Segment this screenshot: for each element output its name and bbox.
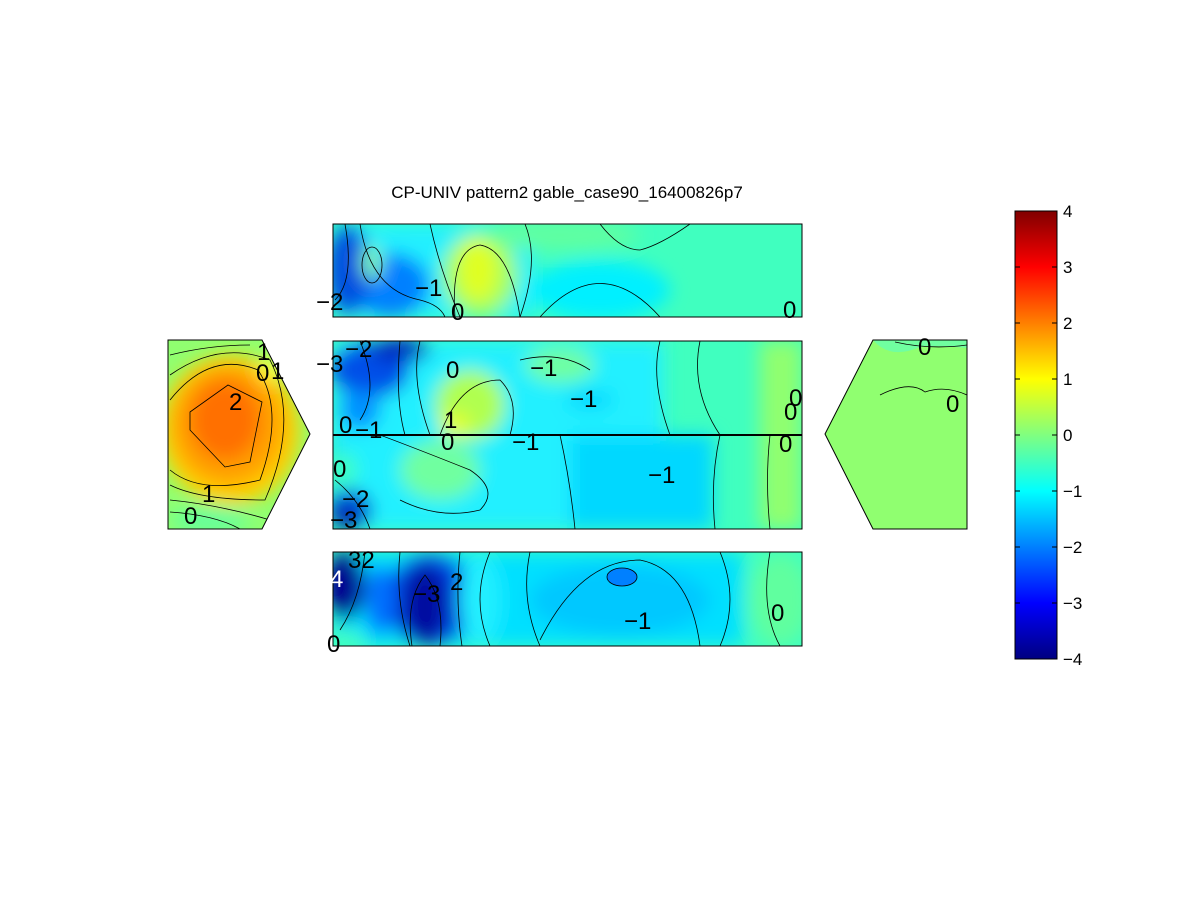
cell bbox=[333, 452, 357, 488]
cell bbox=[340, 390, 380, 430]
cell bbox=[750, 554, 802, 646]
colorbar-tick-label: 3 bbox=[1063, 258, 1072, 277]
face-roof: −2 −3 0 −1 −1 0 0 1 −1 0 −1 0 0 −2 −3 −1… bbox=[316, 336, 803, 534]
colorbar-tick-label: 2 bbox=[1063, 314, 1072, 333]
contour-label: −3 bbox=[316, 351, 343, 378]
cell bbox=[333, 552, 365, 620]
chart-title: CP-UNIV pattern2 gable_case90_16400826p7 bbox=[391, 183, 743, 202]
contour-label: −1 bbox=[355, 417, 382, 444]
contour-label: 0 bbox=[333, 456, 346, 483]
cell bbox=[190, 380, 260, 460]
cell bbox=[458, 238, 498, 302]
contour-label: −1 bbox=[512, 429, 539, 456]
colorbar-tick-label: −2 bbox=[1063, 538, 1082, 557]
face-bottom-wall: 32 −4 −3 2 −1 0 0 bbox=[316, 547, 803, 658]
colorbar-tick-label: −4 bbox=[1063, 650, 1082, 669]
cell bbox=[370, 341, 430, 362]
colorbar-tick-label: 0 bbox=[1063, 426, 1072, 445]
contour-label: 0 bbox=[783, 297, 796, 324]
contour-label: 0 bbox=[441, 429, 454, 456]
contour-label: 0 bbox=[784, 399, 797, 426]
contour-label: 2 bbox=[229, 389, 242, 416]
colorbar-tick-label: −1 bbox=[1063, 482, 1082, 501]
colorbar-ticks: 4 3 2 1 0 −1 −2 −3 −4 bbox=[1015, 202, 1082, 669]
contour-label: −1 bbox=[415, 275, 442, 302]
colorbar: 4 3 2 1 0 −1 −2 −3 −4 bbox=[1014, 202, 1082, 669]
contour-label: 0 bbox=[446, 357, 459, 384]
cell bbox=[400, 440, 480, 500]
contour-label: −2 bbox=[345, 336, 372, 363]
contour-label: 1 bbox=[202, 481, 215, 508]
contour-label: 0 bbox=[771, 600, 784, 627]
contour-label: 0 bbox=[339, 412, 352, 439]
contour-label: 1 bbox=[257, 339, 270, 366]
face-right-gable: 0 0 bbox=[824, 334, 968, 530]
cell bbox=[333, 224, 370, 316]
contour-label: 0 bbox=[918, 334, 931, 361]
contour-label: 32 bbox=[348, 547, 375, 574]
contour-label: 0 bbox=[451, 299, 464, 326]
contour-label: −1 bbox=[530, 355, 557, 382]
colorbar-tick-label: 1 bbox=[1063, 370, 1072, 389]
contour-label: 2 bbox=[450, 569, 463, 596]
contour-label: −3 bbox=[330, 507, 357, 534]
contour-label: 0 bbox=[327, 631, 340, 658]
cell bbox=[525, 347, 595, 383]
cell bbox=[403, 565, 447, 645]
colorbar-tick-label: −3 bbox=[1063, 594, 1082, 613]
contour-label: −1 bbox=[570, 386, 597, 413]
cell bbox=[565, 390, 615, 410]
face-left-gable: 1 0 1 2 1 0 bbox=[167, 339, 311, 530]
contour-label: −1 bbox=[624, 608, 651, 635]
contour-label: 0 bbox=[256, 360, 269, 387]
contour-label: 1 bbox=[271, 358, 284, 385]
contour-label: −4 bbox=[316, 566, 343, 593]
cell bbox=[530, 565, 710, 635]
cell bbox=[365, 565, 395, 635]
contour-label: −2 bbox=[342, 486, 369, 513]
cell bbox=[440, 413, 470, 437]
contour-label: −1 bbox=[648, 462, 675, 489]
contour-label: 0 bbox=[946, 391, 959, 418]
cell bbox=[333, 630, 365, 646]
contour-label: 0 bbox=[184, 503, 197, 530]
contour-label: 1 bbox=[444, 407, 457, 434]
colorbar-tick-label: 4 bbox=[1063, 202, 1072, 221]
cell bbox=[480, 224, 640, 250]
face-top-wall: −2 −1 0 0 bbox=[316, 223, 803, 326]
contour-label: 0 bbox=[789, 385, 802, 412]
contour-label: −3 bbox=[413, 581, 440, 608]
cell bbox=[530, 260, 670, 317]
colorbar-gradient bbox=[1014, 210, 1058, 660]
contour-label: −2 bbox=[316, 289, 343, 316]
contour-label: 0 bbox=[779, 431, 792, 458]
cell bbox=[333, 514, 357, 529]
